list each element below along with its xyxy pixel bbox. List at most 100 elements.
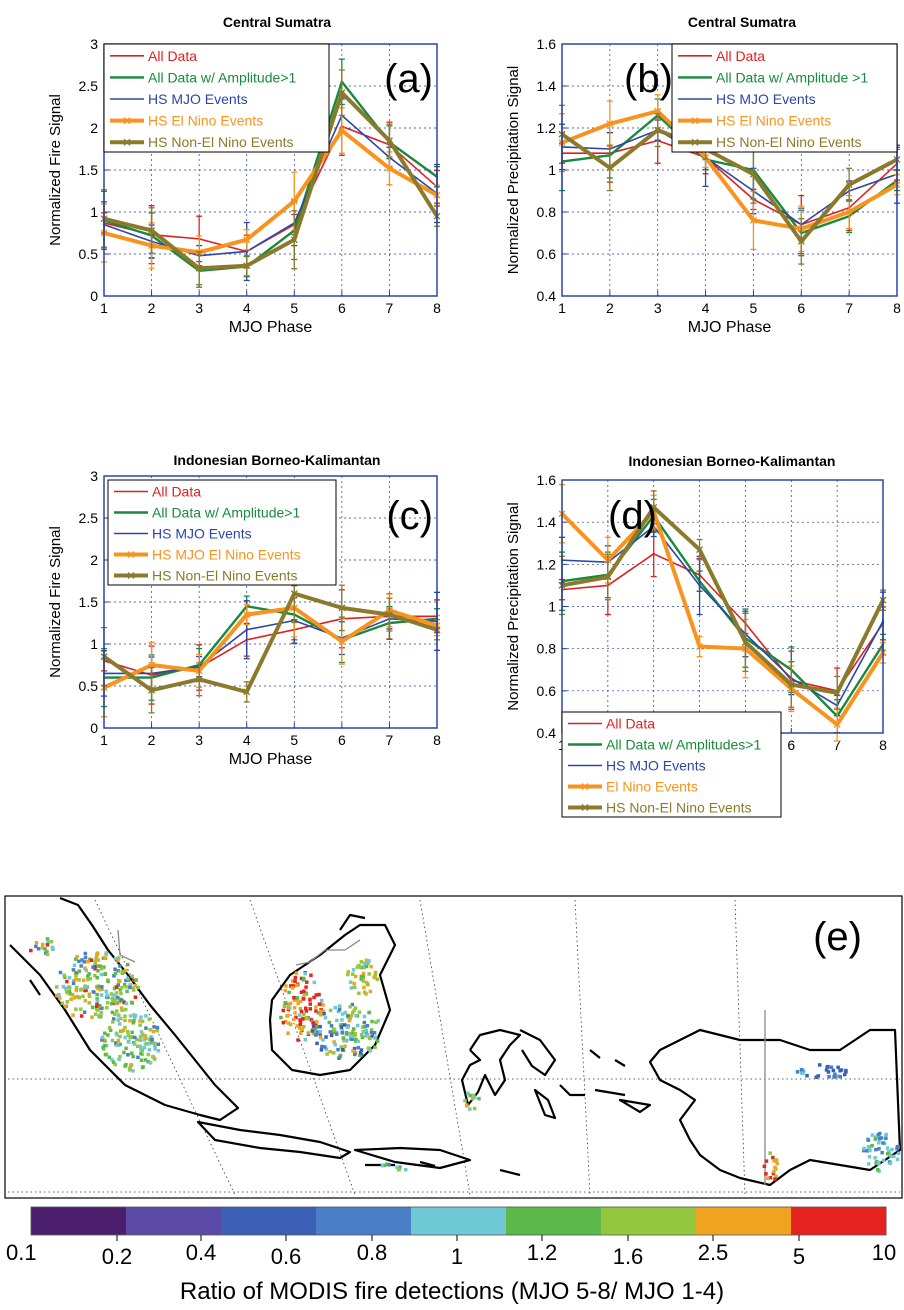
fire-pixel: [369, 1030, 374, 1035]
fire-pixel: [133, 983, 138, 988]
fire-pixel: [116, 969, 120, 973]
fire-pixel: [771, 1155, 775, 1160]
legend-entry: El Nino Events: [606, 779, 698, 795]
fire-pixel: [45, 952, 50, 957]
fire-pixel: [766, 1176, 770, 1180]
fire-pixel: [103, 1052, 108, 1057]
fire-pixel: [133, 1016, 137, 1020]
fire-pixel: [128, 1014, 133, 1018]
fire-pixel: [352, 985, 357, 989]
fire-pixel: [314, 1033, 318, 1037]
data-point: [650, 503, 658, 511]
colorbar-segment: [791, 1207, 887, 1235]
legend-entry: HS MJO Events: [716, 91, 816, 107]
fire-pixel: [84, 986, 88, 990]
y-tick-label: 1.6: [537, 472, 557, 488]
fire-pixel: [84, 968, 88, 973]
fire-pixel: [311, 1021, 315, 1025]
fire-pixel: [877, 1147, 881, 1151]
x-tick-label: 3: [654, 300, 662, 316]
fire-pixel: [888, 1161, 893, 1166]
fire-pixel: [113, 1000, 118, 1004]
fire-pixel: [318, 1002, 323, 1007]
fire-pixel: [100, 1035, 105, 1040]
fire-pixel: [95, 999, 100, 1003]
fire-pixel: [121, 1028, 126, 1032]
fire-pixel: [305, 980, 309, 984]
fire-pixel: [764, 1172, 768, 1176]
data-point: [797, 237, 805, 245]
fire-pixel: [281, 1008, 285, 1013]
fire-pixel: [130, 974, 134, 979]
fire-pixel: [314, 1005, 318, 1009]
fire-pixel: [132, 988, 136, 992]
fire-pixel: [772, 1159, 776, 1163]
fire-pixel: [293, 979, 297, 983]
fire-pixel: [95, 1002, 99, 1006]
fire-pixel: [131, 1069, 135, 1073]
y-tick-label: 1: [90, 636, 98, 652]
y-tick-label: 0.6: [537, 246, 557, 262]
fire-pixel: [129, 1063, 134, 1067]
series-line: [562, 139, 898, 226]
fire-pixel: [91, 990, 96, 994]
fire-pixel: [117, 956, 121, 960]
fire-pixel: [370, 1034, 374, 1038]
y-tick-label: 0.6: [537, 683, 557, 699]
fire-pixel: [306, 1031, 311, 1035]
fire-pixel: [105, 1006, 109, 1010]
fire-pixel: [98, 987, 102, 992]
colorbar-segment: [506, 1207, 602, 1235]
fire-pixel: [83, 955, 88, 960]
fire-pixel: [396, 1168, 401, 1172]
x-tick-label: 6: [797, 300, 805, 316]
fire-pixel: [354, 1014, 358, 1018]
fire-pixel: [117, 1014, 121, 1018]
series-line: [103, 114, 438, 257]
fire-pixel: [325, 1052, 329, 1056]
fire-pixel: [335, 1032, 339, 1036]
fire-pixel: [826, 1070, 831, 1074]
fire-pixel: [351, 968, 356, 972]
fire-pixel: [95, 1004, 99, 1008]
fire-pixel: [128, 1064, 133, 1069]
fire-pixel: [29, 948, 33, 953]
legend-marker: [581, 804, 589, 811]
x-tick-label: 1: [100, 732, 108, 748]
fire-pixel: [795, 1070, 800, 1074]
fire-pixel: [359, 974, 364, 979]
data-point: [845, 208, 853, 216]
fire-pixel: [131, 1019, 136, 1023]
legend-marker: [691, 138, 699, 146]
fire-pixel: [123, 1035, 127, 1040]
fire-pixel: [318, 1035, 323, 1040]
legend-marker: [127, 572, 135, 579]
fire-pixel: [364, 958, 369, 963]
fire-pixel: [144, 1014, 148, 1018]
fire-pixel: [288, 1001, 293, 1006]
fire-pixel: [140, 1048, 144, 1053]
colorbar-segment: [221, 1207, 317, 1235]
fire-pixel: [95, 951, 99, 956]
fire-pixel: [310, 1029, 315, 1033]
x-tick-label: 8: [879, 737, 887, 753]
fire-pixel: [294, 1015, 298, 1020]
fire-pixel: [139, 1051, 143, 1056]
fire-pixel: [827, 1074, 831, 1079]
fire-pixel: [77, 969, 82, 973]
panel-label-e: (e): [813, 915, 862, 959]
legend-entry: HS El Nino Events: [716, 113, 831, 129]
fire-pixel: [283, 988, 288, 993]
colorbar-tick-label: 1.6: [613, 1244, 644, 1269]
fire-pixel: [124, 985, 128, 989]
series-line: [561, 525, 884, 707]
y-tick-label: 2: [90, 120, 98, 136]
legend: All Data All Data w/ Amplitude >1 HS MJO E…: [671, 43, 898, 153]
fire-pixel: [304, 1006, 308, 1010]
fire-pixel: [103, 972, 108, 976]
fire-pixel: [358, 1053, 362, 1058]
fire-pixel: [120, 969, 124, 974]
fire-pixel: [340, 1028, 344, 1032]
fire-pixel: [345, 1025, 349, 1029]
fire-pixel: [113, 971, 118, 976]
